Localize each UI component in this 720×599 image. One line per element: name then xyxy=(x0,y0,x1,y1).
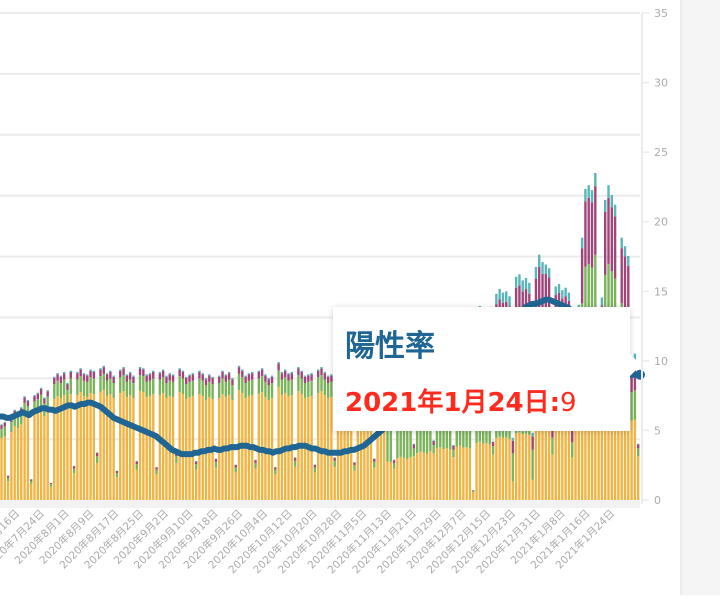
svg-text:15: 15 xyxy=(654,285,668,298)
tooltip-title: 陽性率 xyxy=(345,321,435,365)
svg-text:35: 35 xyxy=(654,7,668,20)
svg-text:5: 5 xyxy=(654,424,661,437)
combo-bar-line-chart[interactable]: 0 5 10 15 20 25 30 35 2020年7月16日2020年7月24日2020年… xyxy=(0,0,680,595)
x-axis-labels: 2020年7月16日2020年7月24日2020年8月1日2020年8月9日20… xyxy=(0,507,617,576)
gridlines xyxy=(0,13,640,508)
svg-text:0: 0 xyxy=(654,494,661,507)
tooltip-arrow xyxy=(630,354,641,376)
svg-text:10: 10 xyxy=(654,355,668,368)
tooltip-date: 2021年1月24日: xyxy=(345,388,560,418)
side-panel-scrollbar[interactable] xyxy=(680,0,720,595)
tooltip: 陽性率 2021年1月24日:9 xyxy=(333,307,630,431)
right-y-axis: 0 5 10 15 20 25 30 35 xyxy=(642,7,668,507)
svg-text:20: 20 xyxy=(654,216,668,229)
svg-text:25: 25 xyxy=(654,146,668,159)
svg-text:30: 30 xyxy=(654,77,668,90)
tooltip-value-line: 2021年1月24日:9 xyxy=(345,382,577,419)
tooltip-value: 9 xyxy=(560,388,577,418)
